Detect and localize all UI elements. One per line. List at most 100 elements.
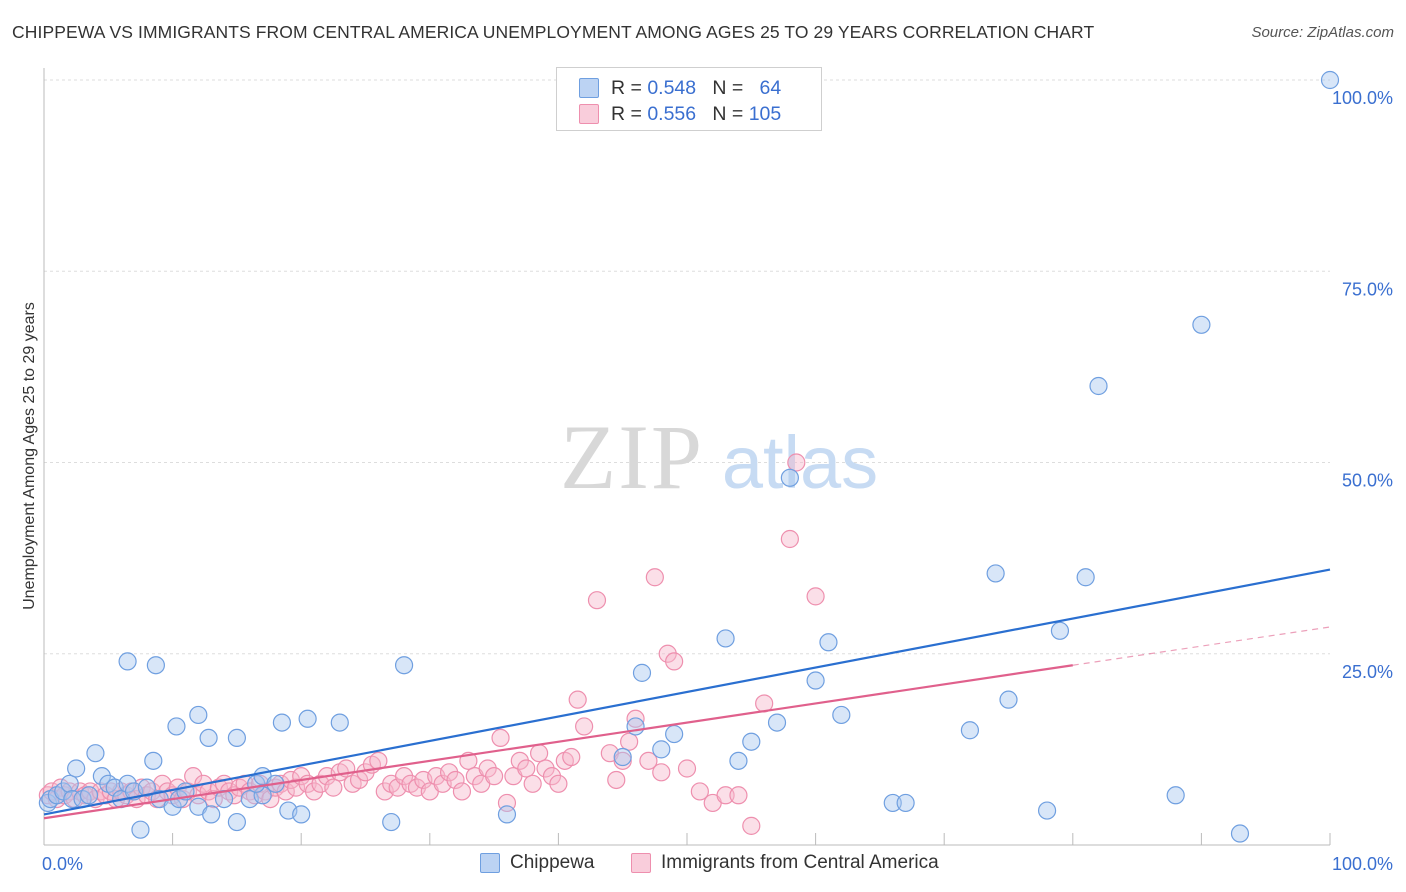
data-point-immigrants (716, 786, 735, 805)
data-point-chippewa (146, 656, 165, 675)
bottom-legend-immigrants: Immigrants from Central America (631, 852, 939, 874)
y-tick-label: 100.0% (1332, 88, 1393, 108)
legend-n-value: 64 (759, 76, 782, 99)
data-point-immigrants (184, 767, 203, 786)
data-point-chippewa (330, 713, 349, 732)
data-point-chippewa (144, 751, 163, 770)
data-point-immigrants (517, 759, 536, 778)
data-point-chippewa (896, 793, 915, 813)
data-point-chippewa (806, 671, 825, 690)
watermark: ZIP atlas (560, 406, 878, 508)
data-point-chippewa (497, 805, 517, 824)
x-tick-label: 100.0% (1332, 854, 1393, 874)
data-point-chippewa (742, 732, 761, 751)
data-point-chippewa (227, 728, 246, 748)
legend-n-label: N = (712, 76, 744, 99)
bottom-legend-swatch-blue (480, 853, 500, 873)
data-point-chippewa (67, 759, 86, 778)
legend-r-label: R = (611, 102, 642, 125)
data-point-immigrants (562, 747, 581, 767)
legend-r-value: 0.548 (647, 76, 697, 99)
legend-n-label: N = (712, 102, 744, 125)
blue-series-points (38, 70, 1340, 843)
watermark-zip: ZIP (560, 406, 704, 508)
data-point-immigrants (491, 728, 510, 748)
data-point-immigrants (446, 770, 465, 790)
data-point-immigrants (286, 778, 306, 797)
data-point-immigrants (729, 786, 748, 805)
x-tick-label: 0.0% (42, 854, 83, 874)
data-point-chippewa (652, 740, 671, 759)
tick-labels: 25.0% 50.0% 75.0% 100.0% 0.0% 100.0% (42, 88, 1393, 874)
data-point-immigrants (639, 751, 658, 770)
data-point-chippewa (613, 747, 632, 767)
data-point-chippewa (292, 805, 311, 824)
data-point-immigrants (665, 652, 684, 671)
data-point-immigrants (607, 770, 626, 790)
data-point-chippewa (632, 663, 652, 682)
data-point-chippewa (780, 468, 799, 487)
data-point-immigrants (324, 778, 343, 797)
data-point-chippewa (999, 690, 1018, 709)
data-point-immigrants (204, 789, 223, 809)
source-label: Source: ZipAtlas.com (1251, 24, 1394, 41)
data-point-immigrants (645, 568, 664, 587)
data-point-chippewa (298, 709, 317, 728)
data-point-immigrants (652, 763, 671, 782)
bottom-legend-label: Chippewa (510, 852, 595, 873)
data-point-chippewa (729, 751, 748, 770)
pink-series-points (38, 453, 825, 835)
data-point-chippewa (1076, 568, 1095, 587)
data-point-chippewa (227, 812, 246, 832)
data-point-chippewa (1050, 621, 1070, 640)
data-point-chippewa (832, 705, 851, 725)
data-point-chippewa (137, 778, 156, 797)
y-tick-label: 25.0% (1342, 662, 1393, 682)
data-point-immigrants (485, 767, 504, 786)
data-point-immigrants (677, 759, 697, 778)
data-point-chippewa (86, 744, 105, 763)
data-point-chippewa (202, 805, 221, 824)
data-point-immigrants (742, 816, 761, 835)
bottom-legend-chippewa: Chippewa (480, 852, 595, 874)
data-point-immigrants (452, 782, 472, 801)
data-point-chippewa (1320, 70, 1340, 90)
data-point-immigrants (523, 774, 542, 793)
y-tick-label: 75.0% (1342, 279, 1393, 299)
legend-r-value: 0.556 (647, 102, 697, 125)
data-point-chippewa (272, 713, 292, 732)
legend-r-label: R = (611, 76, 642, 99)
legend: R = 0.548 N = 64 R = 0.556 N = 105 (556, 67, 822, 131)
legend-row-chippewa: R = 0.548 N = 64 (579, 76, 781, 100)
legend-swatch-pink (579, 104, 599, 124)
data-point-chippewa (167, 717, 186, 736)
data-point-immigrants (575, 717, 594, 736)
data-point-chippewa (1037, 801, 1057, 820)
trend-line-chippewa (43, 568, 1331, 816)
data-point-chippewa (716, 629, 735, 648)
legend-n-value: 105 (748, 102, 782, 125)
data-point-chippewa (883, 793, 902, 813)
legend-swatch-blue (579, 78, 599, 98)
trend-line-immigrants-extension (1072, 626, 1331, 666)
watermark-atlas: atlas (722, 421, 878, 504)
data-point-immigrants (549, 774, 568, 793)
data-point-chippewa (394, 656, 414, 675)
data-point-chippewa (986, 564, 1005, 583)
trend-line-immigrants (43, 664, 1073, 820)
data-point-immigrants (613, 751, 632, 770)
grid (44, 79, 1330, 655)
data-point-chippewa (767, 713, 787, 732)
data-point-chippewa (60, 774, 79, 793)
bottom-legend-label: Immigrants from Central America (661, 852, 939, 873)
data-point-chippewa (118, 652, 137, 671)
data-point-chippewa (626, 717, 645, 736)
chart-title: CHIPPEWA VS IMMIGRANTS FROM CENTRAL AMER… (12, 22, 1095, 42)
bottom-legend-swatch-pink (631, 853, 651, 873)
data-point-immigrants (690, 782, 709, 801)
data-point-chippewa (79, 786, 99, 805)
y-axis-label: Unemployment Among Ages 25 to 29 years (21, 302, 38, 610)
data-point-immigrants (568, 690, 587, 709)
data-point-immigrants (787, 453, 806, 472)
